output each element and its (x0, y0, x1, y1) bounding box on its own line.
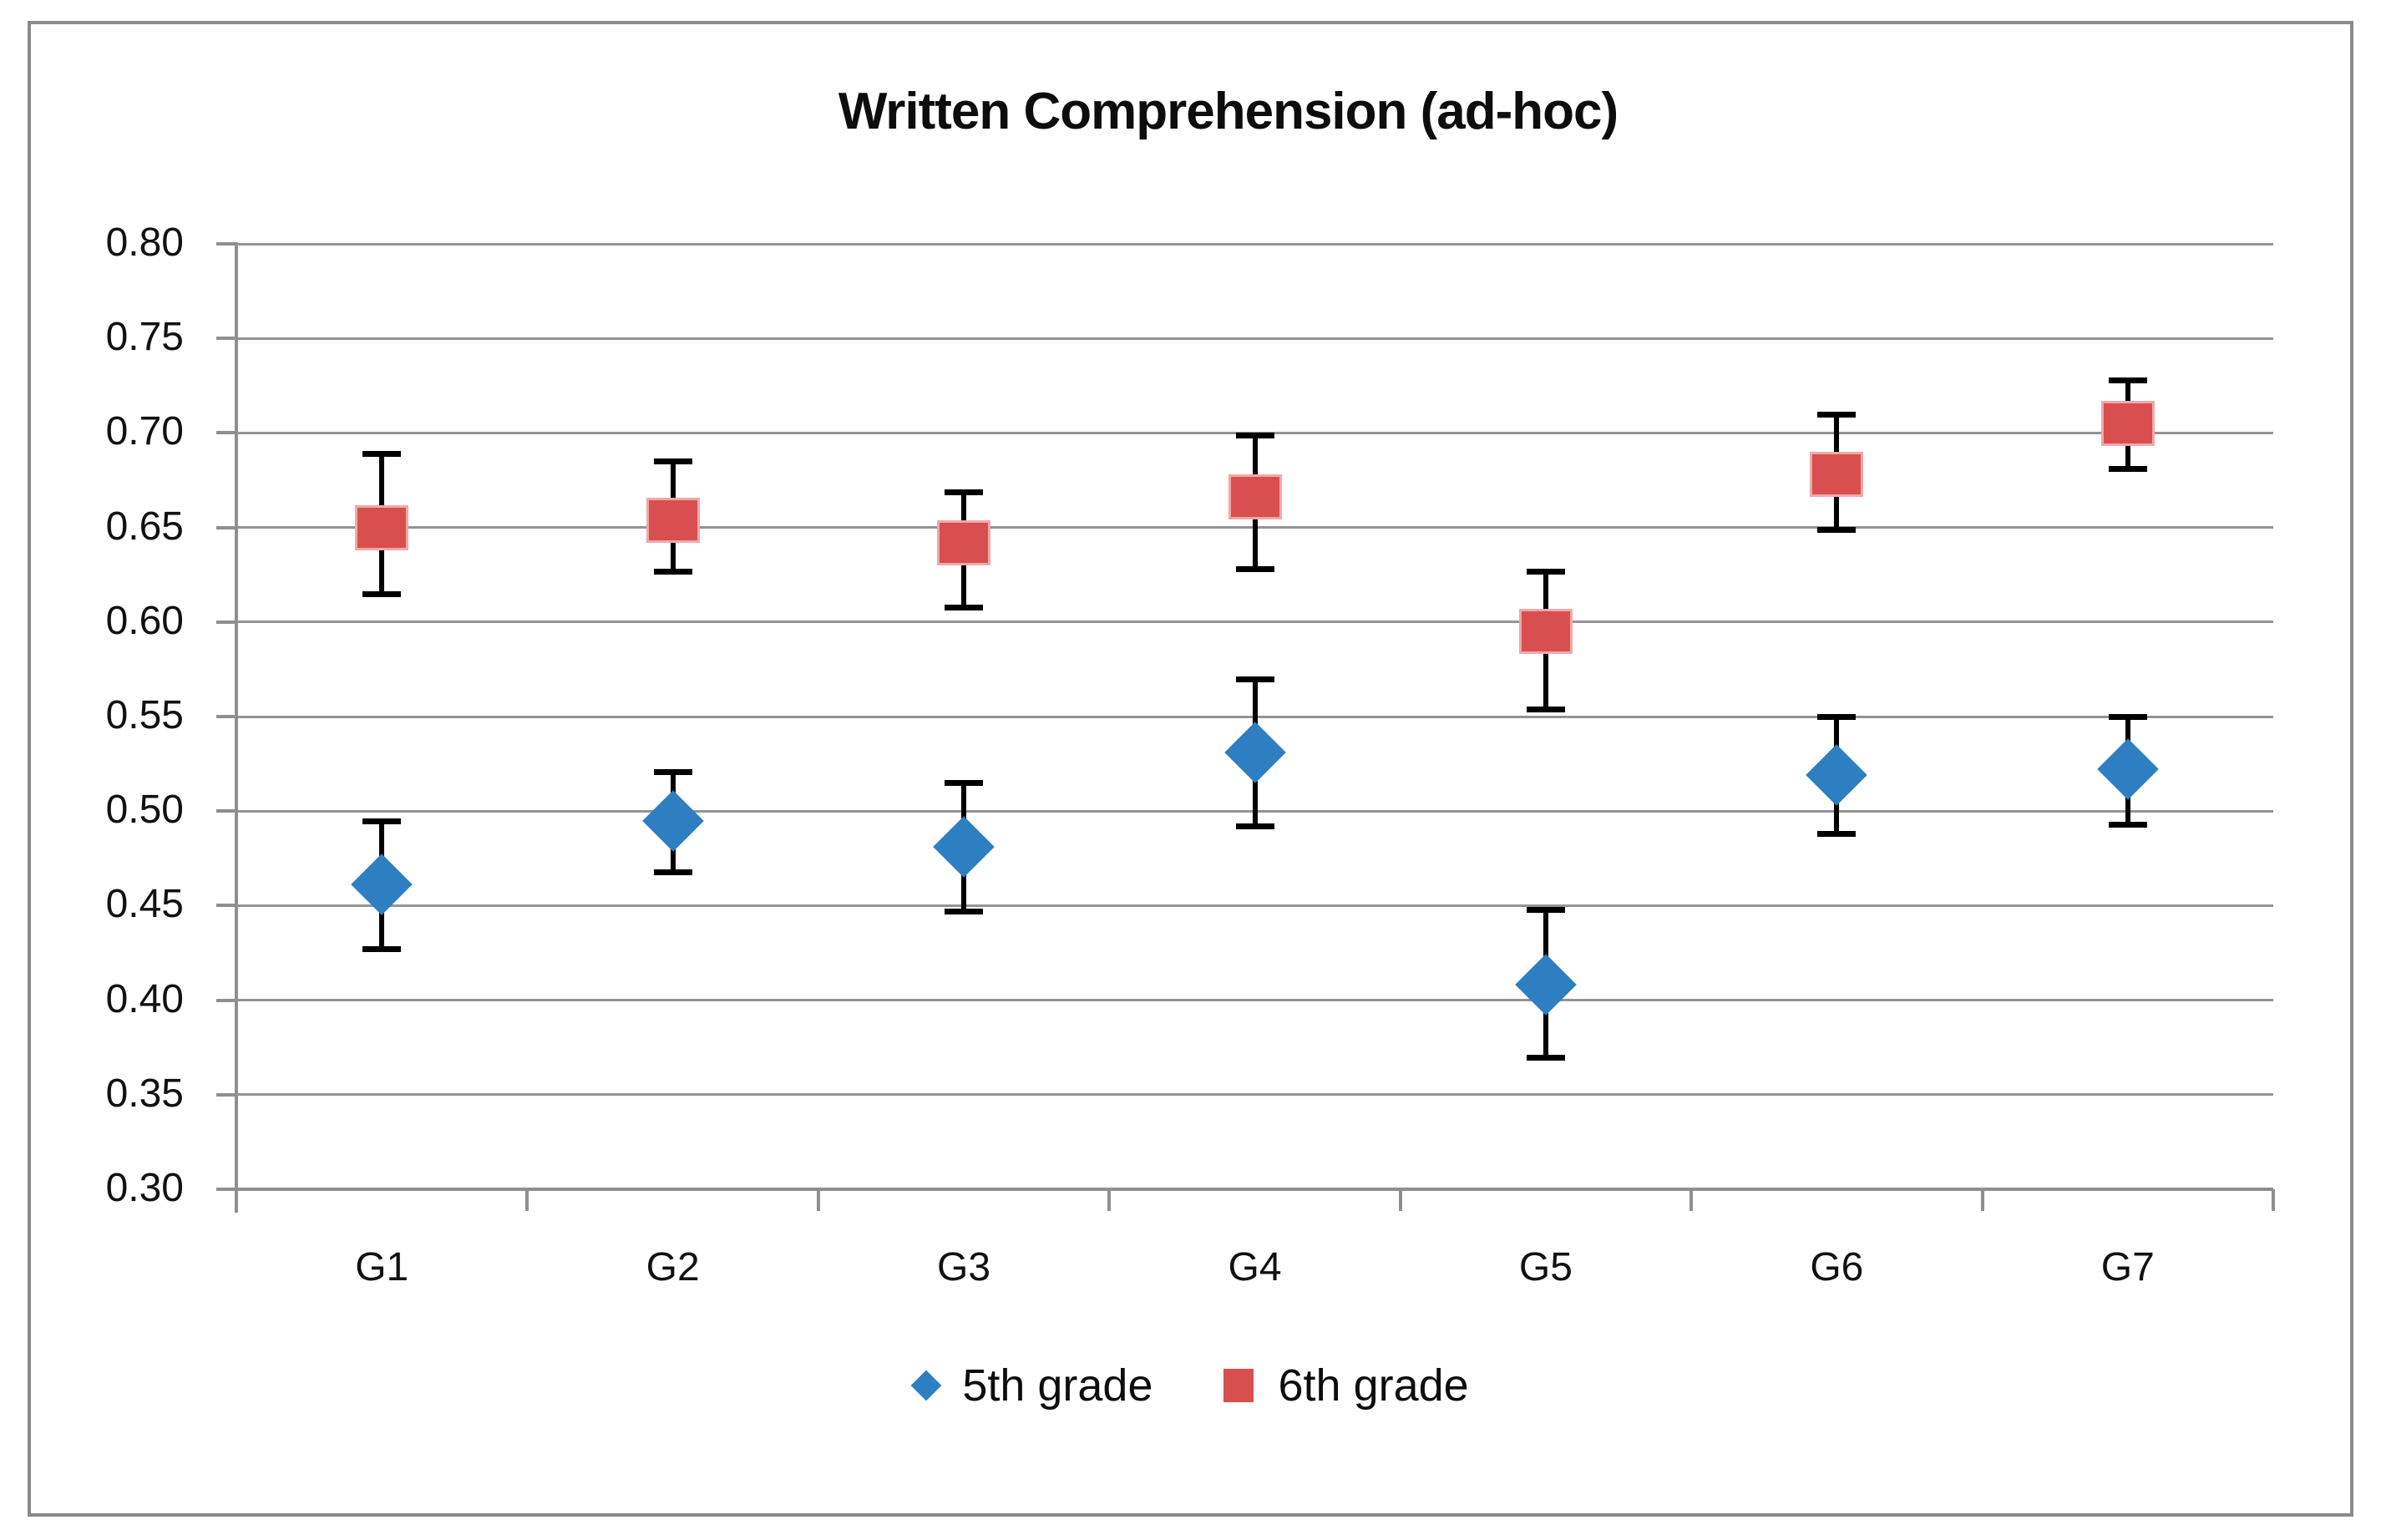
y-tick-label: 0.75 (105, 315, 184, 360)
red-square-legend-icon (1223, 1369, 1254, 1402)
error-bar-cap-lower-6th-grade-G1 (362, 590, 402, 597)
y-tick-0.75 (216, 337, 236, 341)
x-tick (1107, 1189, 1112, 1211)
error-bar-cap-lower-5th-grade-G1 (362, 946, 402, 953)
marker-6th-grade-G4 (1228, 474, 1282, 520)
error-bar-cap-lower-5th-grade-G5 (1526, 1054, 1565, 1061)
y-gridline-0.80 (236, 242, 2273, 246)
x-tick (525, 1189, 529, 1211)
x-tick-label-G3: G3 (937, 1245, 991, 1289)
marker-5th-grade-G6 (1806, 744, 1868, 806)
y-axis-line (235, 242, 238, 1213)
y-gridline-0.40 (236, 999, 2273, 1002)
error-bar-cap-lower-5th-grade-G2 (653, 869, 692, 875)
marker-6th-grade-G1 (355, 504, 409, 550)
x-tick-label-G1: G1 (355, 1245, 409, 1289)
y-tick-0.50 (216, 809, 236, 813)
x-tick-label-G7: G7 (2100, 1245, 2155, 1289)
x-tick-label-G4: G4 (1228, 1245, 1282, 1289)
error-bar-cap-upper-5th-grade-G6 (1817, 714, 1857, 720)
error-bar-cap-upper-6th-grade-G5 (1526, 568, 1565, 575)
marker-6th-grade-G5 (1518, 609, 1573, 655)
y-tick-0.65 (216, 525, 236, 529)
x-tick (816, 1189, 820, 1211)
error-bar-cap-lower-6th-grade-G6 (1817, 526, 1857, 533)
x-tick (235, 1189, 238, 1211)
marker-5th-grade-G2 (641, 789, 704, 852)
error-bar-cap-upper-5th-grade-G4 (1235, 676, 1274, 682)
x-tick-label-G5: G5 (1518, 1245, 1573, 1289)
x-tick (1398, 1189, 1402, 1211)
marker-5th-grade-G4 (1223, 722, 1286, 783)
error-bar-cap-lower-6th-grade-G2 (653, 568, 692, 575)
error-bar-cap-upper-6th-grade-G1 (362, 451, 402, 458)
chart-frame (28, 21, 2353, 1517)
marker-6th-grade-G6 (1810, 452, 1864, 498)
error-bar-cap-lower-5th-grade-G4 (1235, 823, 1274, 830)
error-bar-cap-lower-5th-grade-G6 (1817, 831, 1857, 838)
error-bar-cap-upper-6th-grade-G4 (1235, 432, 1274, 438)
y-tick-label: 0.45 (105, 882, 184, 927)
error-bar-cap-upper-5th-grade-G5 (1526, 906, 1565, 913)
error-bar-cap-upper-6th-grade-G3 (945, 489, 984, 495)
y-tick-0.60 (216, 620, 236, 624)
y-tick-0.55 (216, 715, 236, 718)
chart-title: Written Comprehension (ad-hoc) (838, 83, 1619, 140)
y-tick-0.40 (216, 998, 236, 1002)
y-tick-0.80 (216, 242, 236, 246)
y-gridline-0.60 (236, 621, 2273, 624)
error-bar-cap-upper-5th-grade-G7 (2108, 714, 2147, 720)
blue-diamond-legend-icon (910, 1370, 942, 1401)
y-tick-label: 0.55 (105, 693, 184, 737)
error-bar-cap-lower-6th-grade-G5 (1526, 706, 1565, 712)
marker-6th-grade-G7 (2100, 401, 2155, 447)
y-tick-label: 0.35 (105, 1071, 184, 1116)
error-bar-cap-upper-6th-grade-G6 (1817, 411, 1857, 418)
marker-5th-grade-G7 (2097, 738, 2159, 801)
y-gridline-0.35 (236, 1093, 2273, 1097)
legend: 5th grade 6th grade (174, 1360, 2211, 1411)
marker-6th-grade-G2 (646, 497, 700, 543)
y-tick-0.45 (216, 904, 236, 908)
error-bar-cap-lower-6th-grade-G4 (1235, 566, 1274, 573)
y-tick-label: 0.80 (105, 220, 184, 265)
x-tick-label-G2: G2 (646, 1245, 700, 1289)
legend-item-6th-grade: 6th grade (1223, 1360, 1469, 1411)
y-tick-label: 0.50 (105, 788, 184, 833)
error-bar-cap-lower-6th-grade-G3 (945, 604, 984, 610)
x-tick (1689, 1189, 1694, 1211)
y-tick-0.30 (216, 1188, 236, 1191)
legend-label-6th-grade: 6th grade (1278, 1360, 1469, 1411)
y-gridline-0.45 (236, 904, 2273, 907)
y-tick-label: 0.60 (105, 598, 184, 643)
error-bar-cap-lower-5th-grade-G7 (2108, 822, 2147, 828)
y-tick-label: 0.30 (105, 1166, 184, 1210)
error-bar-cap-upper-6th-grade-G7 (2108, 377, 2147, 383)
y-tick-label: 0.65 (105, 504, 184, 549)
y-tick-0.35 (216, 1092, 236, 1097)
marker-5th-grade-G3 (933, 816, 995, 878)
y-tick-0.70 (216, 431, 236, 435)
error-bar-cap-lower-6th-grade-G7 (2108, 466, 2147, 473)
legend-item-5th-grade: 5th grade (910, 1360, 1153, 1411)
x-tick (2272, 1189, 2275, 1211)
error-bar-cap-lower-5th-grade-G3 (945, 909, 984, 915)
x-tick (1980, 1189, 1984, 1211)
x-tick-label-G6: G6 (1810, 1245, 1864, 1289)
error-bar-cap-upper-5th-grade-G3 (945, 780, 984, 787)
y-tick-label: 0.40 (105, 976, 184, 1021)
marker-6th-grade-G3 (937, 519, 991, 565)
error-bar-cap-upper-5th-grade-G1 (362, 818, 402, 824)
error-bar-cap-upper-5th-grade-G2 (653, 768, 692, 775)
y-tick-label: 0.70 (105, 409, 184, 454)
y-gridline-0.30 (236, 1188, 2273, 1191)
y-gridline-0.75 (236, 337, 2273, 340)
legend-label-5th-grade: 5th grade (962, 1360, 1153, 1411)
error-bar-cap-upper-6th-grade-G2 (653, 458, 692, 465)
marker-5th-grade-G5 (1515, 954, 1577, 1016)
